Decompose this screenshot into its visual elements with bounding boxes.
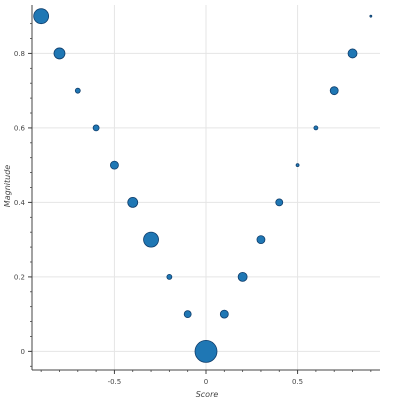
scatter-point: [313, 125, 319, 131]
tick-marks: -0.5 0 0.5 0 0.2 0.4 0.6 0.8: [14, 23, 372, 386]
scatter-point: [53, 47, 66, 60]
x-axis-label: Score: [196, 390, 219, 399]
scatter-point: [183, 310, 192, 319]
scatter-point: [92, 124, 100, 132]
scatter-point: [256, 235, 266, 245]
scatter-point: [219, 309, 229, 319]
y-tick-label: 0.6: [14, 124, 26, 132]
scatter-point: [127, 196, 139, 208]
scatter-point: [194, 339, 218, 363]
y-axis-label: Magnitude: [3, 165, 12, 207]
y-tick-label: 0: [21, 348, 25, 356]
scatter-point: [110, 160, 119, 170]
scatter-point: [329, 86, 339, 96]
x-tick-label: 0.5: [292, 378, 303, 386]
x-tick-label: -0.5: [108, 378, 122, 386]
grid-lines: [32, 5, 380, 370]
scatter-point: [275, 198, 284, 207]
scatter-point: [166, 273, 173, 280]
y-tick-label: 0.4: [14, 199, 26, 207]
scatter-point: [74, 87, 81, 94]
y-tick-label: 0.2: [14, 273, 25, 281]
scatter-point: [143, 231, 159, 248]
scatter-point: [369, 14, 373, 18]
data-points: [33, 8, 373, 363]
scatter-point: [295, 163, 300, 168]
scatter-point: [347, 48, 358, 59]
y-tick-label: 0.8: [14, 50, 25, 58]
scatter-point: [237, 271, 248, 282]
x-tick-label: 0: [204, 378, 208, 386]
scatter-point: [33, 8, 50, 25]
